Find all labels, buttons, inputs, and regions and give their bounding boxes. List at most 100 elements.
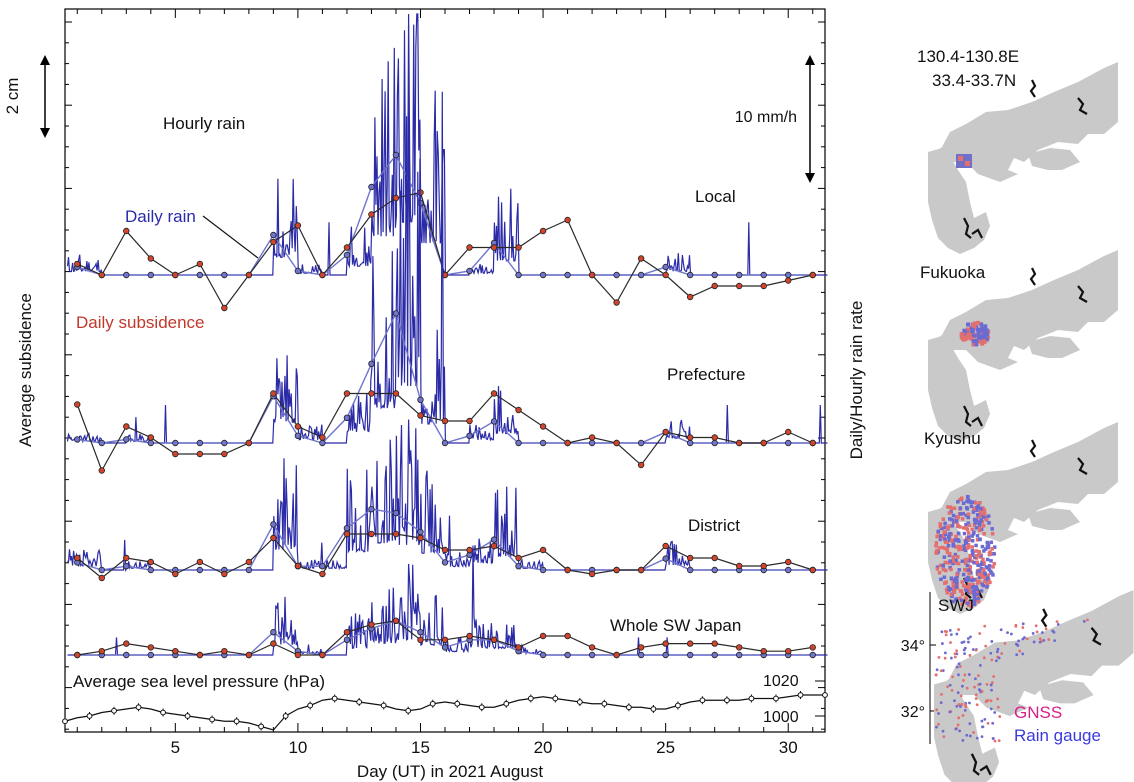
station-marker — [984, 517, 989, 521]
station-marker — [992, 561, 997, 566]
station-marker — [963, 561, 968, 566]
station-marker — [943, 560, 947, 565]
station-marker — [936, 529, 941, 534]
station-marker — [956, 524, 960, 528]
station-marker — [935, 548, 939, 553]
station-marker — [974, 506, 979, 510]
station-marker — [948, 517, 952, 521]
daily-rain-point — [147, 651, 155, 659]
station-marker — [992, 545, 997, 549]
station-marker — [961, 526, 966, 530]
station-marker — [948, 531, 952, 536]
daily-rain-point — [392, 310, 400, 317]
station-marker — [1006, 631, 1009, 635]
daily-rain-point — [98, 566, 105, 574]
station-marker — [959, 332, 964, 337]
station-marker — [962, 678, 965, 682]
daily-subsidence-point — [637, 644, 645, 651]
daily-subsidence-point — [74, 554, 81, 562]
daily-subsidence-point — [515, 644, 522, 651]
station-marker — [980, 571, 984, 575]
map-local-title-1: 130.4-130.8E — [917, 47, 1019, 66]
daily-rain-point — [270, 231, 277, 239]
station-marker — [990, 551, 995, 556]
daily-subsidence-point — [785, 558, 792, 566]
daily-rain-point — [319, 439, 326, 447]
station-marker — [954, 534, 958, 539]
station-marker — [943, 537, 947, 541]
station-marker — [984, 565, 989, 569]
station-marker — [935, 708, 939, 712]
station-marker — [948, 552, 952, 556]
pressure-point — [773, 695, 779, 702]
daily-subsidence-point — [539, 546, 547, 554]
station-marker — [943, 629, 947, 633]
station-marker — [939, 669, 943, 673]
daily-rain-point — [368, 183, 375, 191]
daily-subsidence-point — [515, 244, 522, 251]
station-marker — [989, 559, 993, 563]
daily-rain-point — [368, 360, 375, 367]
station-marker — [954, 519, 959, 523]
station-marker — [975, 327, 980, 332]
station-marker — [954, 727, 958, 731]
daily-subsidence-point — [123, 640, 130, 647]
station-marker — [983, 324, 988, 329]
station-marker — [950, 524, 955, 528]
daily-rain-point — [613, 271, 620, 279]
station-marker — [976, 503, 981, 508]
daily-subsidence-point — [98, 648, 105, 655]
daily-subsidence-point — [564, 566, 571, 574]
station-marker — [1021, 626, 1025, 629]
daily-rain-point — [686, 271, 694, 279]
daily-subsidence-point — [368, 211, 375, 218]
station-marker — [1034, 624, 1038, 628]
station-marker — [980, 520, 985, 524]
station-marker — [973, 577, 978, 582]
daily-subsidence-point — [270, 534, 277, 542]
daily-subsidence-point — [686, 640, 694, 647]
station-marker — [940, 630, 944, 634]
station-marker — [979, 514, 984, 518]
daily-rain-point — [588, 439, 596, 447]
station-marker — [942, 533, 946, 538]
station-marker — [984, 644, 988, 648]
daily-rain-point — [221, 439, 228, 447]
station-marker — [944, 568, 948, 573]
station-marker — [979, 322, 984, 327]
daily-subsidence-point — [735, 282, 743, 290]
station-marker — [989, 651, 993, 655]
station-marker — [977, 674, 980, 677]
daily-subsidence-point — [588, 644, 596, 651]
daily-subsidence-point — [564, 632, 571, 640]
station-marker — [989, 540, 994, 545]
station-marker — [993, 711, 997, 714]
daily-subsidence-point — [662, 542, 669, 550]
station-marker — [963, 673, 967, 677]
station-marker — [951, 675, 955, 679]
pressure-point — [822, 692, 828, 698]
pressure-point — [429, 700, 436, 707]
station-marker — [937, 546, 942, 550]
station-marker — [962, 640, 966, 644]
station-marker — [939, 577, 943, 582]
station-marker — [954, 597, 958, 601]
station-marker — [942, 555, 947, 559]
station-marker — [967, 531, 971, 535]
station-marker — [976, 563, 980, 567]
pressure-line — [64, 694, 825, 731]
daily-rain-point — [74, 436, 81, 443]
station-marker — [1042, 639, 1046, 642]
daily-subsidence-point — [809, 271, 816, 279]
station-marker — [966, 515, 971, 520]
station-marker — [951, 561, 955, 566]
station-marker — [950, 517, 954, 522]
daily-subsidence-point — [98, 467, 105, 474]
daily-rain-pointer — [202, 215, 259, 259]
station-marker — [937, 571, 942, 575]
rain-scale-label: 10 mm/h — [735, 109, 797, 126]
station-marker — [1044, 627, 1048, 631]
station-marker — [961, 584, 966, 588]
y-axis-label-right: Daily/Hourly rain rate — [847, 301, 866, 460]
station-marker — [966, 332, 971, 337]
